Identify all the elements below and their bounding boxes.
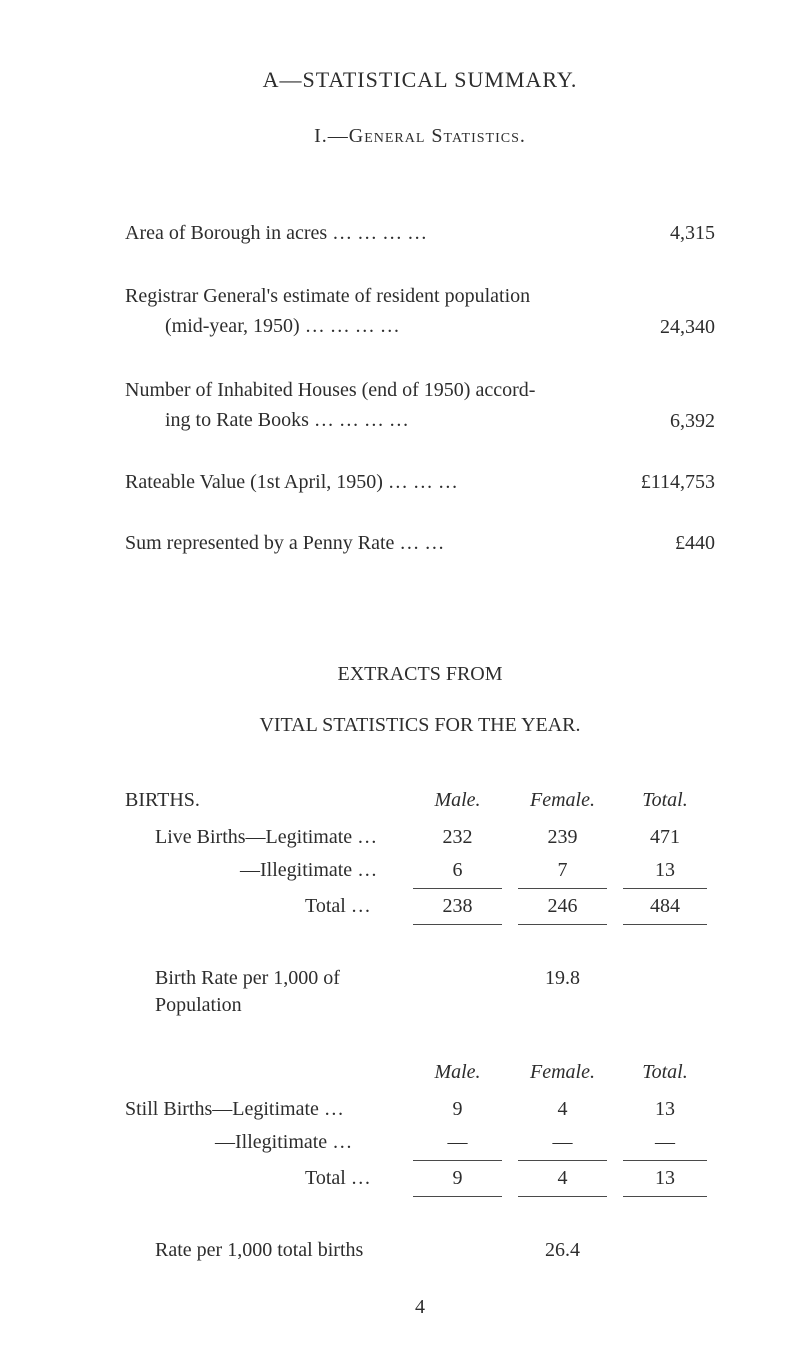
births-header-row: BIRTHS. Male. Female. Total.	[125, 787, 715, 814]
stat-value: £114,753	[615, 469, 715, 496]
table-total-row: Total … 238 246 484	[125, 893, 715, 920]
stat-row: Area of Borough in acres … … … … 4,315	[125, 220, 715, 247]
heading-sub: I.—General Statistics.	[125, 123, 715, 150]
cell-male: 6	[405, 857, 510, 884]
col-header-male: Male.	[405, 1059, 510, 1086]
cell-male: —	[405, 1129, 510, 1156]
col-header-female: Female.	[510, 1059, 615, 1086]
stat-label-line: Number of Inhabited Houses (end of 1950)…	[125, 379, 535, 401]
stillbirth-rate-value: 26.4	[510, 1237, 615, 1264]
page-number: 4	[125, 1294, 715, 1321]
total-label: Total …	[125, 1165, 405, 1192]
births-title: BIRTHS.	[125, 787, 405, 814]
stat-label-line: Registrar General's estimate of resident…	[125, 285, 530, 307]
cell-female: 246	[510, 893, 615, 920]
cell-male: 232	[405, 824, 510, 851]
col-header-total: Total.	[615, 787, 715, 814]
stat-value: 24,340	[615, 314, 715, 341]
table-row: Still Births—Legitimate … 9 4 13	[125, 1096, 715, 1123]
table-total-row: Total … 9 4 13	[125, 1165, 715, 1192]
cell-total: 471	[615, 824, 715, 851]
row-label: Live Births—Legitimate …	[125, 824, 405, 851]
cell-total: 484	[615, 893, 715, 920]
cell-female: 4	[510, 1165, 615, 1192]
stat-label-line: ing to Rate Books … … … …	[165, 405, 409, 435]
stillbirth-rate-label: Rate per 1,000 total births	[125, 1237, 405, 1264]
stat-row: Registrar General's estimate of resident…	[125, 281, 715, 341]
stat-label: Area of Borough in acres … … … …	[125, 220, 615, 247]
stat-value: 6,392	[615, 408, 715, 435]
cell-total: 13	[615, 1165, 715, 1192]
total-label: Total …	[125, 893, 405, 920]
cell-female: —	[510, 1129, 615, 1156]
cell-total: —	[615, 1129, 715, 1156]
table-row: Live Births—Legitimate … 232 239 471	[125, 824, 715, 851]
stat-row: Number of Inhabited Houses (end of 1950)…	[125, 375, 715, 435]
birth-rate-row: Birth Rate per 1,000 of Population 19.8	[125, 965, 715, 1019]
row-label: —Illegitimate …	[125, 857, 405, 884]
cell-female: 239	[510, 824, 615, 851]
table-rule	[125, 1160, 715, 1161]
table-row: —Illegitimate … — — —	[125, 1129, 715, 1156]
birth-rate-value: 19.8	[510, 965, 615, 992]
heading-main: A—STATISTICAL SUMMARY.	[125, 65, 715, 95]
col-header-male: Male.	[405, 787, 510, 814]
stat-value: 4,315	[615, 220, 715, 247]
cell-male: 9	[405, 1165, 510, 1192]
cell-male: 238	[405, 893, 510, 920]
col-header-total: Total.	[615, 1059, 715, 1086]
stat-value: £440	[615, 530, 715, 557]
cell-female: 7	[510, 857, 615, 884]
stillbirth-rate-row: Rate per 1,000 total births 26.4	[125, 1237, 715, 1264]
cell-female: 4	[510, 1096, 615, 1123]
stat-label: Sum represented by a Penny Rate … …	[125, 530, 615, 557]
vital-heading: VITAL STATISTICS FOR THE YEAR.	[125, 712, 715, 739]
stat-row: Sum represented by a Penny Rate … … £440	[125, 530, 715, 557]
cell-male: 9	[405, 1096, 510, 1123]
stat-row: Rateable Value (1st April, 1950) … … … £…	[125, 469, 715, 496]
stat-label: Rateable Value (1st April, 1950) … … …	[125, 469, 615, 496]
birth-rate-label: Birth Rate per 1,000 of Population	[125, 965, 405, 1019]
cell-total: 13	[615, 857, 715, 884]
table-rule	[125, 1196, 715, 1197]
row-label: Still Births—Legitimate …	[125, 1096, 405, 1123]
extracts-heading: EXTRACTS FROM	[125, 661, 715, 688]
table-row: —Illegitimate … 6 7 13	[125, 857, 715, 884]
stillbirths-header-row: Male. Female. Total.	[125, 1059, 715, 1086]
row-label: —Illegitimate …	[125, 1129, 405, 1156]
stat-label: Registrar General's estimate of resident…	[125, 281, 615, 341]
table-rule	[125, 924, 715, 925]
table-rule	[125, 888, 715, 889]
stat-label: Number of Inhabited Houses (end of 1950)…	[125, 375, 615, 435]
col-header-female: Female.	[510, 787, 615, 814]
cell-total: 13	[615, 1096, 715, 1123]
stat-label-line: (mid-year, 1950) … … … …	[165, 311, 400, 341]
